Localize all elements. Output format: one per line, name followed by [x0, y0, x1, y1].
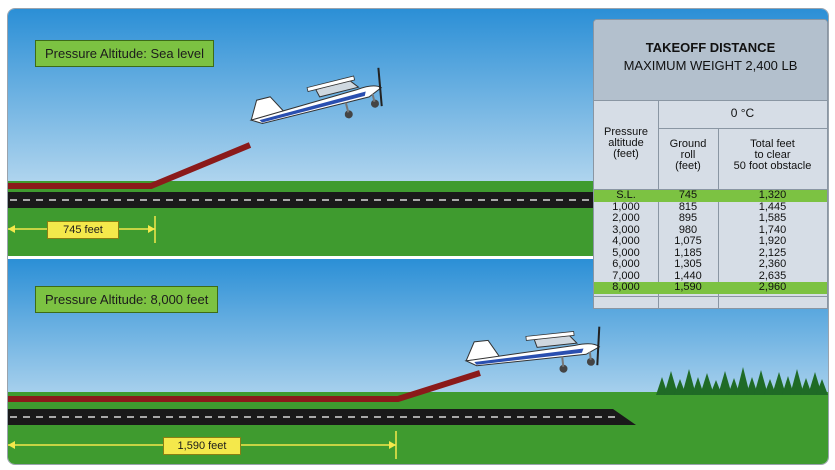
altitude-label: Pressure Altitude: Sea level: [35, 40, 214, 67]
ground-roll-cell: 815: [678, 200, 698, 213]
row-divider: [594, 189, 827, 190]
distance-label: 1,590 feet: [163, 437, 241, 455]
table-body: S.L. 745 1,320 1,000 815 1,445 2,000 895 1,585 3,…: [594, 189, 827, 294]
diagram-frame: Pressure Altitude: Sea level 745 feet: [7, 8, 829, 465]
total-distance-cell: 1,585: [758, 212, 787, 224]
distance-label: 745 feet: [47, 221, 119, 239]
table-subtitle: MAXIMUM WEIGHT 2,400 LB: [623, 58, 798, 73]
table-row: 2,000 895 1,585: [594, 212, 827, 225]
total-distance-cell: 2,360: [758, 258, 787, 270]
total-distance-cell: 1,920: [758, 235, 787, 247]
table-row: 6,000 1,305 2,360: [594, 258, 827, 271]
altitude-cell: 4,000: [612, 235, 640, 247]
column-divider: [718, 128, 719, 308]
table-row: 4,000 1,075 1,920: [594, 235, 827, 248]
table-title: TAKEOFF DISTANCE: [645, 40, 776, 55]
arrow-left-icon: [8, 225, 15, 233]
altitude-cell: 5,000: [612, 246, 640, 259]
airplane-icon: [464, 326, 601, 373]
ground-roll-cell: 980: [678, 223, 698, 236]
row-divider: [594, 296, 827, 297]
ground-roll-cell: 1,305: [674, 258, 702, 270]
ground-roll-cell: 1,075: [674, 235, 702, 247]
altitude-cell: 3,000: [612, 223, 640, 236]
takeoff-path: [8, 142, 252, 189]
table-row: S.L. 745 1,320: [594, 189, 827, 202]
ground-roll-cell: 1,590: [674, 281, 702, 293]
altitude-cell: 1,000: [612, 200, 640, 213]
pressure-altitude-header: Pressure altitude (feet): [603, 126, 649, 160]
arrow-right-icon: [389, 441, 396, 449]
total-distance-cell: 1,740: [758, 223, 787, 236]
arrow-left-icon: [8, 441, 15, 449]
high-altitude-scene: [8, 259, 828, 464]
tree-line: [656, 367, 828, 395]
total-distance-cell: 2,635: [758, 269, 787, 282]
ground-roll-cell: 1,440: [674, 269, 702, 282]
arrow-right-icon: [148, 225, 155, 233]
ground-roll-cell: 745: [678, 189, 698, 201]
table-row: 7,000 1,440 2,635: [594, 269, 827, 283]
airplane-icon: [249, 67, 383, 125]
temperature-header: 0 °C: [730, 106, 755, 120]
row-divider: [658, 128, 827, 129]
table-header: TAKEOFF DISTANCE MAXIMUM WEIGHT 2,400 LB: [594, 20, 827, 101]
grass: [8, 392, 828, 464]
ground-roll-header: Ground roll (feet): [669, 138, 707, 172]
total-distance-cell: 2,125: [758, 246, 787, 259]
total-distance-cell: 2,960: [758, 281, 787, 293]
altitude-cell: 6,000: [612, 258, 640, 270]
total-distance-cell: 1,445: [758, 200, 787, 213]
table-row: 8,000 1,590 2,960: [594, 281, 827, 294]
column-divider: [658, 100, 659, 308]
table-row: 1,000 815 1,445: [594, 200, 827, 214]
altitude-cell: S.L.: [616, 189, 636, 201]
table-row: 3,000 980 1,740: [594, 223, 827, 237]
table-row: 5,000 1,185 2,125: [594, 246, 827, 260]
altitude-label: Pressure Altitude: 8,000 feet: [35, 286, 219, 313]
takeoff-path: [8, 370, 481, 402]
panel-divider: [8, 256, 828, 259]
takeoff-distance-table: TAKEOFF DISTANCE MAXIMUM WEIGHT 2,400 LB…: [593, 19, 828, 309]
high-altitude-panel: Pressure Altitude: 8,000 feet 1,590 feet: [8, 259, 828, 464]
altitude-cell: 7,000: [612, 269, 640, 282]
total-distance-cell: 1,320: [758, 189, 787, 201]
ground-roll-cell: 1,185: [674, 246, 702, 259]
total-distance-header: Total feet to clear 50 foot obstacle: [733, 138, 812, 172]
ground-roll-cell: 895: [678, 212, 698, 224]
altitude-cell: 2,000: [612, 212, 640, 224]
altitude-cell: 8,000: [612, 281, 640, 293]
